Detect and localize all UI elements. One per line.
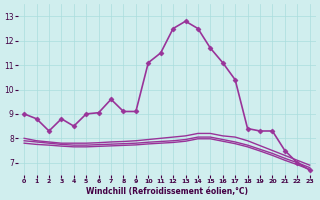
X-axis label: Windchill (Refroidissement éolien,°C): Windchill (Refroidissement éolien,°C) — [86, 187, 248, 196]
